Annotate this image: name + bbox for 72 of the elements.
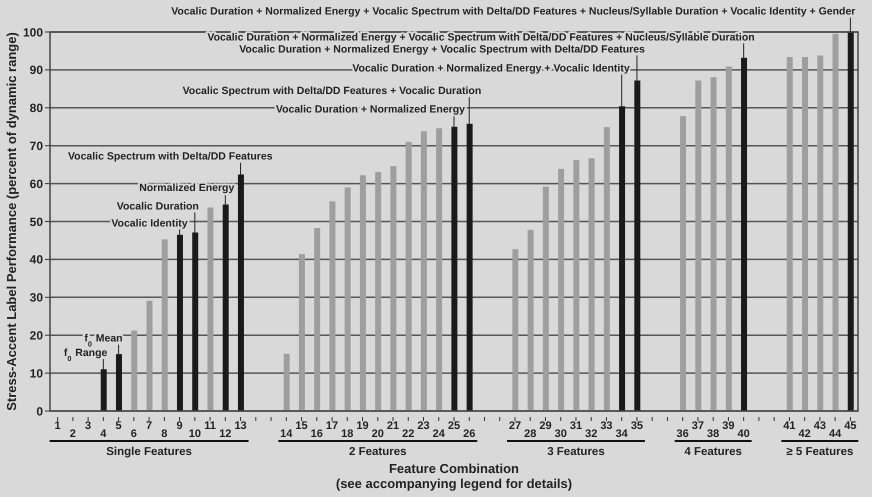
- y-tick-label: 30: [30, 290, 44, 305]
- y-tick-label: 20: [30, 328, 44, 342]
- x-tick-label: 24: [432, 428, 446, 440]
- text: 4 Features: [684, 446, 742, 458]
- x-tick-label: 30: [554, 428, 567, 440]
- x-tick-label: 36: [676, 428, 689, 440]
- x-tick-label: 8: [161, 428, 168, 440]
- x-tick-label: 34: [616, 428, 629, 440]
- x-tick-label: 44: [829, 428, 842, 440]
- text: 3 Features: [547, 446, 605, 458]
- x-tick-label: 31: [570, 420, 582, 432]
- y-tick-label: 10: [30, 366, 44, 380]
- x-tick-label: 18: [341, 428, 354, 440]
- x-tick-label: 32: [585, 428, 598, 440]
- text: Single Features: [106, 446, 192, 458]
- x-tick-label: 17: [326, 420, 338, 432]
- x-tick-label: 29: [539, 420, 552, 432]
- x-tick-label: 33: [600, 420, 613, 432]
- x-tick-label: 20: [372, 428, 384, 440]
- x-tick-label: 15: [295, 420, 308, 432]
- x-tick-label: 35: [630, 420, 644, 432]
- annotation: f$_{0}$ Range: [64, 347, 108, 363]
- annotation: f$_{0}$ Mean: [84, 332, 123, 348]
- x-tick-label: 22: [402, 428, 414, 440]
- x-tick-label: 9: [176, 420, 183, 432]
- x-tick-label: 38: [707, 428, 720, 440]
- y-tick-label: 40: [30, 252, 44, 267]
- annotation: Vocalic Duration + Normalized Energy + Vocalic Spectrum with Delta/DD Features + Nucleus/Syllable Duration + Vocalic Identity + Gender: [171, 6, 856, 18]
- x-tick-label: 2: [70, 428, 76, 440]
- y-tick-label: 70: [30, 138, 44, 153]
- text: ≥ 5 Features: [786, 446, 854, 458]
- x-tick-label: 13: [234, 420, 247, 432]
- x-tick-label: 40: [738, 428, 750, 440]
- x-axis-title: Feature Combination (see accompanying legend for details): [336, 461, 572, 491]
- x-tick-label: 16: [310, 428, 323, 440]
- x-tick-label: 45: [844, 420, 856, 432]
- annotation: Vocalic Duration + Normalized Energy + Vocalic Spectrum with Delta/DD Features + Nucleus/Syllable Duration: [207, 31, 755, 44]
- y-tick-label: 0: [36, 404, 44, 418]
- annotation: Vocalic Duration: [116, 200, 199, 212]
- annotation: Vocalic Spectrum with Delta/DD Features: [68, 150, 273, 163]
- x-tick-label: 39: [722, 420, 735, 432]
- x-tick-label: 3: [85, 420, 92, 432]
- y-tick-label: 90: [30, 63, 44, 78]
- x-tick-label: 28: [524, 428, 536, 440]
- x-tick-label: 14: [280, 428, 294, 440]
- x-tick-label: 7: [146, 420, 152, 432]
- x-tick-label: 37: [692, 420, 704, 432]
- y-axis-title: Stress-Accent Label Performance (percent of dynamic range): [4, 32, 19, 411]
- x-tick-label: 23: [417, 420, 430, 432]
- x-tick-label: 19: [356, 420, 369, 432]
- x-tick-label: 21: [386, 420, 400, 432]
- x-tick-label: 10: [188, 428, 201, 440]
- x-tick-label: 26: [463, 428, 476, 440]
- annotation: Vocalic Spectrum with Delta/DD Features + Vocalic Duration: [182, 85, 482, 98]
- x-tick-label: 41: [783, 420, 796, 432]
- annotation: Normalized Energy: [139, 182, 234, 194]
- x-tick-label: 42: [798, 428, 811, 440]
- y-tick-label: 100: [22, 25, 44, 40]
- y-tick-label: 80: [30, 101, 44, 116]
- annotation: Vocalic Duration + Normalized Energy + Vocalic Spectrum with Delta/DD Features: [239, 43, 646, 56]
- x-tick-label: 11: [204, 420, 216, 432]
- y-tick-label: 60: [30, 176, 44, 191]
- x-tick-label: 4: [100, 428, 108, 440]
- x-tick-label: 43: [814, 420, 826, 432]
- x-tick-label: 27: [508, 420, 522, 432]
- x-tick-label: 6: [130, 428, 137, 440]
- x-tick-label: 1: [54, 420, 61, 432]
- x-tick-label: 25: [448, 420, 460, 432]
- y-tick-label: 50: [30, 214, 44, 229]
- x-tick-label: 12: [219, 428, 232, 440]
- text: 2 Features: [349, 446, 407, 458]
- x-tick-label: 5: [116, 420, 122, 432]
